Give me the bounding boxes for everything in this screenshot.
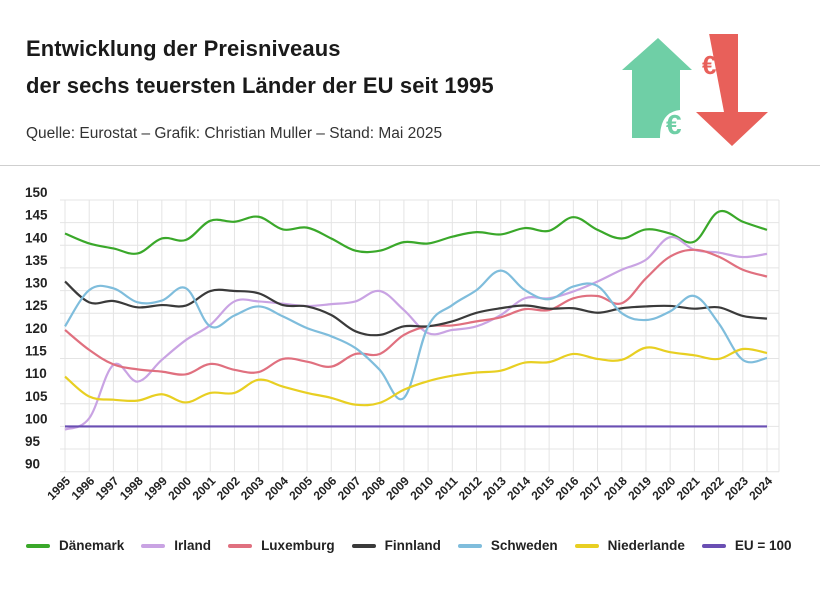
series-line-niederlande	[64, 346, 768, 407]
series-line-schweden	[64, 269, 768, 401]
euro-price-up-down-arrows-icon: € €	[622, 34, 768, 146]
x-tick-label: 1995	[44, 474, 73, 503]
legend-label: Luxemburg	[261, 538, 335, 553]
y-tick-label: 120	[25, 321, 48, 336]
legend-swatch	[701, 543, 726, 548]
x-tick-label: 1999	[141, 474, 170, 503]
legend-swatch	[26, 543, 50, 548]
y-tick-label: 150	[25, 185, 48, 200]
x-tick-label: 2012	[456, 474, 485, 503]
x-tick-label: 2001	[190, 474, 219, 503]
x-tick-label: 2004	[262, 474, 291, 503]
x-tick-label: 2005	[286, 474, 315, 503]
header-divider	[0, 165, 820, 166]
legend-item: Dänemark	[26, 538, 124, 553]
source-line: Quelle: Eurostat – Grafik: Christian Mul…	[26, 125, 443, 142]
x-tick-label: 2021	[674, 474, 703, 503]
legend-label: EU = 100	[734, 538, 792, 553]
x-tick-label: 2003	[238, 474, 267, 503]
x-tick-label: 2023	[722, 474, 751, 503]
y-tick-label: 95	[25, 434, 41, 449]
x-tick-label: 2010	[407, 474, 436, 503]
series-line-irland	[64, 235, 768, 431]
x-tick-label: 2019	[625, 474, 654, 503]
legend-swatch	[574, 543, 599, 548]
legend-item: Schweden	[457, 538, 558, 553]
legend-item: Irland	[141, 538, 211, 553]
legend-swatch	[228, 543, 253, 548]
x-tick-label: 2017	[577, 474, 606, 503]
legend-label: Irland	[174, 538, 212, 553]
svg-text:€: €	[666, 109, 682, 140]
legend-label: Schweden	[490, 538, 558, 553]
x-tick-label: 2011	[432, 474, 461, 503]
y-tick-label: 130	[25, 276, 48, 291]
x-tick-label: 2008	[359, 474, 388, 503]
x-tick-label: 1997	[93, 474, 122, 503]
y-tick-label: 105	[25, 389, 48, 404]
legend-swatch	[141, 543, 166, 548]
legend-swatch	[457, 543, 482, 548]
x-tick-label: 2015	[528, 474, 557, 503]
legend-item: Niederlande	[574, 538, 685, 553]
x-tick-label: 2002	[214, 474, 243, 503]
x-tick-label: 2007	[335, 474, 364, 503]
series-line-finnland	[64, 280, 768, 337]
y-tick-label: 145	[25, 208, 48, 223]
series-line-dänemark	[64, 209, 768, 255]
line-chart: 90 95 100 105 110 115 120 125 130 135 140 145 150 199…	[25, 185, 780, 503]
legend-swatch	[351, 543, 376, 548]
y-tick-label: 135	[25, 253, 48, 268]
title-line-2: der sechs teuersten Länder der EU seit 1…	[26, 73, 494, 98]
svg-text:€: €	[702, 50, 716, 80]
x-tick-label: 2009	[383, 474, 412, 503]
y-tick-label: 90	[25, 457, 40, 472]
x-tick-label: 2014	[504, 474, 533, 503]
legend-item: EU = 100	[701, 538, 792, 553]
title-line-1: Entwicklung der Preisniveaus	[26, 36, 341, 61]
y-tick-label: 125	[25, 298, 48, 313]
x-tick-label: 2000	[165, 474, 194, 503]
x-tick-label: 2020	[650, 474, 679, 503]
legend: Dänemark Irland Luxemburg Finnland Schweden N…	[26, 538, 809, 553]
legend-item: Finnland	[351, 538, 441, 553]
x-tick-label: 2006	[311, 474, 340, 503]
x-tick-label: 2022	[698, 474, 727, 503]
y-tick-label: 110	[25, 366, 47, 381]
legend-label: Finnland	[384, 538, 441, 553]
y-tick-label: 100	[25, 411, 48, 426]
y-tick-label: 140	[25, 230, 48, 245]
y-tick-label: 115	[25, 343, 47, 358]
x-tick-label: 1996	[69, 474, 98, 503]
x-tick-label: 2013	[480, 474, 509, 503]
x-tick-label: 2018	[601, 474, 630, 503]
x-tick-label: 1998	[117, 474, 146, 503]
legend-label: Dänemark	[59, 538, 125, 553]
x-tick-label: 2016	[553, 474, 582, 503]
legend-item: Luxemburg	[228, 538, 335, 553]
series-line-luxemburg	[64, 248, 768, 376]
x-tick-label: 2024	[746, 474, 775, 503]
legend-label: Niederlande	[607, 538, 685, 553]
